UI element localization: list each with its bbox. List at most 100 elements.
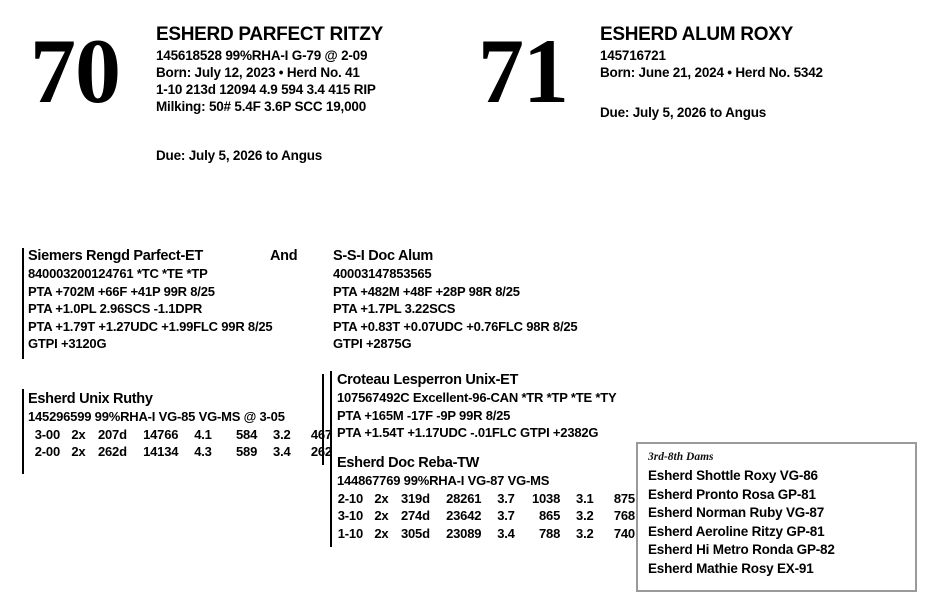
lactation-record-row: 2-10 2x 319d 28261 3.7 1038 3.1 875 (331, 490, 635, 508)
record-times: 2x (374, 525, 389, 541)
record-days: 274d (401, 508, 430, 523)
record-days: 319d (401, 490, 430, 506)
record-times: 2x (71, 426, 86, 442)
pedigree-sire-left-id: 840003200124761 *TC *TE *TP (28, 266, 208, 281)
lot-70-record-line: 1-10 213d 12094 4.9 594 3.4 415 RIP (156, 82, 376, 97)
record-protein: 768 (613, 508, 635, 523)
dam-row: Esherd Mathie Rosy EX-91 (648, 560, 915, 579)
record-protein-pct: 3.2 (273, 426, 291, 442)
lactation-record-row: 1-10 2x 305d 23089 3.4 788 3.2 740 (331, 525, 635, 543)
lot-70-info: ESHERD PARFECT RITZY 145618528 99%RHA-I … (156, 24, 383, 115)
pedigree-grandsire-right-pta-1: PTA +165M -17F -9P 99R 8/25 (337, 407, 511, 423)
record-fat-pct: 3.4 (497, 525, 515, 541)
pedigree-sire-left-pta-1: PTA +702M +66F +41P 99R 8/25 (28, 283, 215, 299)
record-fat: 788 (539, 525, 561, 541)
dams-box-title: 3rd-8th Dams (648, 451, 714, 463)
pedigree-sire-right-pta-1: PTA +482M +48F +28P 98R 8/25 (333, 283, 520, 299)
record-protein: 262 (294, 443, 332, 461)
lactation-record-row: 3-10 2x 274d 23642 3.7 865 3.2 768 (331, 507, 635, 525)
record-milk: 28261 (446, 490, 482, 506)
dam-score: EX-91 (777, 560, 814, 576)
dam-score: VG-86 (779, 468, 818, 483)
lactation-record-row: 2-00 2x 262d 14134 4.3 589 3.4 262 (28, 443, 332, 461)
dam-name: Esherd Pronto Rosa (648, 486, 775, 502)
pedigree-dam-left-name: Esherd Unix Ruthy (28, 391, 153, 407)
record-fat-pct: 3.7 (497, 508, 515, 523)
pedigree-sire-left-pta-3: PTA +1.79T +1.27UDC +1.99FLC 99R 8/25 (28, 318, 273, 334)
dam-name: Esherd Shottle Roxy (648, 468, 777, 483)
dam-row: Esherd Aeroline Ritzy GP-81 (648, 523, 915, 542)
lot-70-due-line: Due: July 5, 2026 to Angus (156, 148, 323, 163)
record-age: 3-10 (337, 508, 363, 523)
record-fat: 865 (539, 508, 561, 523)
dam-score: GP-81 (786, 523, 825, 539)
record-age: 1-10 (337, 525, 363, 541)
record-days: 262d (98, 444, 127, 459)
record-milk: 23089 (446, 525, 482, 541)
pedigree-bracket-right-grandsire (322, 374, 324, 465)
record-days: 207d (98, 426, 127, 442)
dams-box: 3rd-8th Dams Esherd Shottle Roxy VG-86 E… (636, 442, 917, 592)
pedigree-bracket-right-dam (330, 371, 332, 547)
dam-name: Esherd Hi Metro Ronda (648, 542, 794, 557)
record-protein-pct: 3.2 (576, 525, 594, 541)
record-days: 305d (401, 525, 430, 541)
record-age: 2-00 (34, 444, 60, 459)
pedigree-bracket-left-sire (22, 248, 24, 359)
lot-70-animal-name: ESHERD PARFECT RITZY (156, 24, 383, 45)
pedigree-dam-right-name: Esherd Doc Reba-TW (337, 455, 480, 471)
record-fat: 584 (236, 426, 258, 442)
and-label: And (270, 248, 298, 264)
record-times: 2x (71, 444, 86, 459)
record-protein: 467 (294, 426, 332, 444)
record-fat-pct: 4.3 (194, 444, 212, 459)
pedigree-grandsire-right-id: 107567492C Excellent-96-CAN *TR *TP *TE … (337, 390, 617, 405)
pedigree-grandsire-right-name: Croteau Lesperron Unix-ET (337, 372, 519, 388)
record-milk: 14766 (143, 426, 179, 442)
pedigree-sire-right-name: S-S-I Doc Alum (333, 248, 433, 264)
lot-70-milking-line: Milking: 50# 5.4F 3.6P SCC 19,000 (156, 99, 367, 114)
lot-70-born-line: Born: July 12, 2023 • Herd No. 41 (156, 65, 360, 80)
dam-score: GP-82 (796, 542, 835, 557)
record-fat-pct: 3.7 (497, 490, 515, 506)
dam-row: Esherd Pronto Rosa GP-81 (648, 486, 915, 505)
lot-71-info: ESHERD ALUM ROXY 145716721 Born: June 21… (600, 24, 823, 81)
record-fat: 589 (236, 444, 258, 459)
lot-71-born-line: Born: June 21, 2024 • Herd No. 5342 (600, 65, 823, 80)
record-protein-pct: 3.4 (273, 444, 291, 459)
record-protein: 740 (613, 525, 635, 541)
lot-71-number: 71 (478, 20, 569, 122)
pedigree-dam-left: Esherd Unix Ruthy 145296599 99%RHA-I VG-… (28, 390, 332, 461)
lot-70-registration-line: 145618528 99%RHA-I G-79 @ 2-09 (156, 48, 368, 63)
pedigree-sire-left-name: Siemers Rengd Parfect-ET (28, 248, 203, 264)
pedigree-bracket-left-dam (22, 389, 24, 474)
pedigree-sire-right-id: 40003147853565 (333, 266, 432, 281)
lot-71-due-line: Due: July 5, 2026 to Angus (600, 105, 767, 120)
pedigree-sire-right-gtpi: GTPI +2875G (333, 336, 412, 351)
pedigree-grandsire-right-pta-2: PTA +1.54T +1.17UDC -.01FLC GTPI +2382G (337, 425, 599, 440)
record-times: 2x (374, 490, 389, 506)
record-protein: 875 (613, 490, 635, 506)
dam-row: Esherd Shottle Roxy VG-86 (648, 467, 915, 486)
pedigree-sire-left-gtpi: GTPI +3120G (28, 336, 107, 351)
record-milk: 14134 (143, 444, 179, 459)
dam-name: Esherd Mathie Rosy (648, 560, 774, 576)
pedigree-sire-right-pta-2: PTA +1.7PL 3.22SCS (333, 301, 456, 316)
pedigree-grandsire-right: Croteau Lesperron Unix-ET 107567492C Exc… (337, 371, 617, 442)
lot-71-animal-name: ESHERD ALUM ROXY (600, 24, 793, 45)
pedigree-sire-right-pta-3: PTA +0.83T +0.07UDC +0.76FLC 98R 8/25 (333, 318, 578, 334)
record-fat: 1038 (531, 490, 561, 506)
dam-name: Esherd Norman Ruby (648, 505, 783, 520)
dam-score: VG-87 (786, 505, 825, 520)
dam-name: Esherd Aeroline Ritzy (648, 523, 783, 539)
dam-row: Esherd Hi Metro Ronda GP-82 (648, 541, 915, 560)
pedigree-sire-left: Siemers Rengd Parfect-ET 840003200124761… (28, 247, 273, 353)
lactation-record-row: 3-00 2x 207d 14766 4.1 584 3.2 467 (28, 426, 332, 444)
pedigree-dam-right: Esherd Doc Reba-TW 144867769 99%RHA-I VG… (337, 454, 635, 542)
dam-row: Esherd Norman Ruby VG-87 (648, 504, 915, 523)
record-age: 3-00 (34, 426, 60, 442)
lot-71-registration-line: 145716721 (600, 48, 666, 63)
record-times: 2x (374, 508, 389, 523)
record-age: 2-10 (337, 490, 363, 506)
